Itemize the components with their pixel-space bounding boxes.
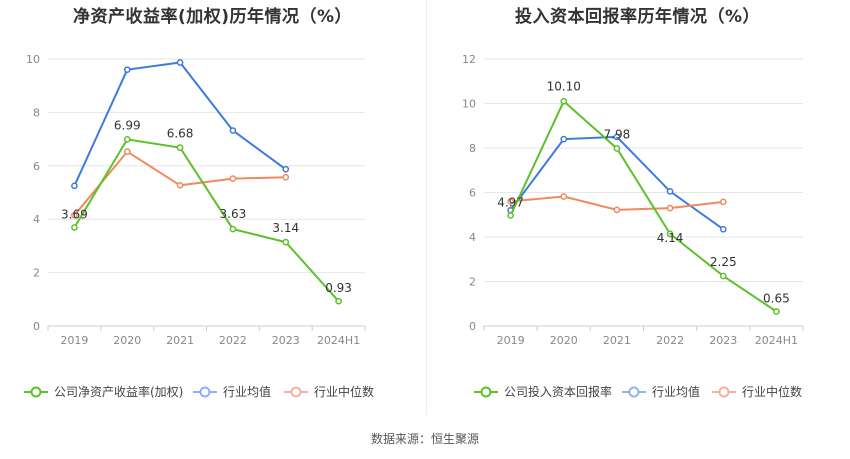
roe-legend-industry-median-label: 行业中位数	[314, 384, 374, 399]
roic-series-company-point	[666, 230, 674, 238]
roe-legend-company-label: 公司净资产收益率(加权)	[54, 384, 183, 399]
roic-data-label: 4.97	[497, 195, 524, 209]
roic-legend-industry-mean-swatch-marker	[628, 386, 640, 398]
roic-data-label: 0.65	[763, 292, 790, 306]
roe-series-industry-mean-point	[71, 182, 78, 190]
roe-series-company-point	[229, 225, 237, 233]
roic-x-tick-label: 2021	[603, 334, 631, 347]
roe-series-company-point	[71, 224, 78, 231]
roic-series-industry-median-point	[560, 193, 568, 200]
roe-series-company-point	[282, 238, 290, 246]
roe-series-company-point	[176, 144, 184, 151]
roe-y-tick-label: 0	[33, 320, 40, 333]
roic-series-industry-median-point	[507, 198, 514, 205]
roe-y-tick-label: 10	[26, 53, 40, 66]
roe-x-tick-label: 2020	[113, 334, 141, 347]
roic-series-company-line	[509, 99, 777, 313]
roic-series-industry-median-point	[719, 198, 727, 206]
roic-series-company-point	[773, 308, 780, 315]
roe-data-label: 3.69	[61, 207, 88, 221]
roe-series-industry-median-point	[71, 211, 78, 219]
roic-data-label: 4.14	[657, 231, 684, 245]
roic-legend-industry-mean-label: 行业均值	[652, 384, 700, 399]
roic-series-company-point	[613, 145, 621, 152]
roe-x-tick-label: 2019	[60, 334, 88, 347]
roic-series-company-point	[560, 97, 568, 105]
roe-series-industry-mean-line	[73, 61, 287, 187]
roe-chart-title: 净资产收益率(加权)历年情况（%）	[72, 7, 353, 27]
roic-y-tick-label: 4	[469, 231, 476, 244]
roic-series-industry-mean-point	[666, 188, 674, 195]
roic-series-company-point	[507, 212, 514, 219]
roe-data-label: 6.68	[167, 127, 194, 141]
roic-chart-plot: 0 2 4 6 8 10 12 2019 2020 2021 2022 2023 2024H1 4.97 1…	[462, 53, 804, 399]
roe-y-tick-label: 8	[33, 106, 40, 119]
roe-series-industry-mean-point	[229, 127, 237, 134]
roe-series-industry-median-point	[123, 148, 131, 155]
roic-chart-panel: 投入资本回报率历年情况（%） 0 2 4 6 8 10 12 2019 2020 2021 2022…	[425, 0, 850, 415]
roe-series-industry-median-point	[176, 181, 184, 189]
roe-data-label: 0.93	[325, 281, 352, 295]
roic-series-industry-mean-point	[560, 135, 568, 143]
roe-y-tick-label: 6	[33, 160, 40, 173]
roic-y-tick-label: 2	[469, 276, 476, 289]
roic-y-tick-label: 0	[469, 320, 476, 333]
roic-x-tick-label: 2023	[709, 334, 737, 347]
roic-series-industry-mean-point	[719, 225, 727, 233]
roic-x-tick-label: 2022	[656, 334, 684, 347]
roic-legend-industry-median-label: 行业中位数	[742, 384, 802, 399]
roe-series-industry-mean-point	[176, 59, 184, 66]
roic-data-label: 2.25	[710, 255, 737, 269]
roe-data-label: 3.14	[272, 221, 299, 235]
roe-legend-industry-mean-swatch-marker	[199, 386, 211, 398]
roic-y-tick-label: 8	[469, 142, 476, 155]
roe-series-industry-mean-point	[282, 165, 290, 173]
roic-legend-company-label: 公司投入资本回报率	[504, 384, 612, 399]
roic-data-label: 10.10	[547, 79, 581, 93]
roic-legend-company-swatch-marker	[480, 386, 492, 398]
roic-series-industry-mean-point	[613, 133, 621, 141]
roic-y-tick-label: 12	[462, 53, 476, 66]
roe-series-industry-mean-point	[123, 66, 131, 74]
roe-legend-industry-median-swatch-marker	[290, 386, 302, 398]
roe-data-label: 6.99	[114, 118, 141, 132]
panel-divider	[426, 0, 427, 415]
roic-series-industry-median-point	[613, 206, 621, 214]
roe-data-label: 3.63	[220, 207, 247, 221]
roic-y-tick-label: 10	[462, 98, 476, 111]
roe-legend-company-swatch-marker	[30, 386, 42, 398]
roe-chart-panel: 净资产收益率(加权)历年情况（%） 0 2 4 6 8 10 2019 2020 2021 202…	[0, 0, 425, 415]
roe-chart-plot: 0 2 4 6 8 10 2019 2020 2021 2022 2023 2024H1 3.69 6.9…	[24, 53, 374, 399]
roe-y-tick-label: 4	[33, 213, 40, 226]
roe-series-company-point	[123, 136, 131, 143]
roe-series-industry-median-point	[229, 175, 237, 182]
roe-legend-industry-mean-label: 行业均值	[223, 384, 271, 399]
roe-y-tick-label: 2	[33, 267, 40, 280]
roic-y-tick-label: 6	[469, 187, 476, 200]
roe-x-tick-label: 2022	[219, 334, 247, 347]
roe-x-tick-label: 2024H1	[317, 334, 360, 347]
roe-series-company-point	[335, 297, 342, 305]
data-source-note: 数据来源：恒生聚源	[370, 432, 479, 446]
roic-x-tick-label: 2020	[550, 334, 578, 347]
roic-x-tick-label: 2024H1	[755, 334, 798, 347]
roic-series-company-point	[719, 272, 727, 280]
roe-series-company-line	[73, 138, 340, 302]
roic-series-industry-median-point	[666, 204, 674, 212]
roe-x-tick-label: 2023	[272, 334, 300, 347]
roic-data-label: 7.98	[604, 127, 631, 141]
roic-legend-industry-median-swatch-marker	[718, 386, 730, 398]
roic-chart-title: 投入资本回报率历年情况（%）	[514, 7, 761, 27]
roe-x-tick-label: 2021	[166, 334, 194, 347]
roe-series-industry-median-point	[282, 173, 290, 181]
roic-x-tick-label: 2019	[497, 334, 525, 347]
